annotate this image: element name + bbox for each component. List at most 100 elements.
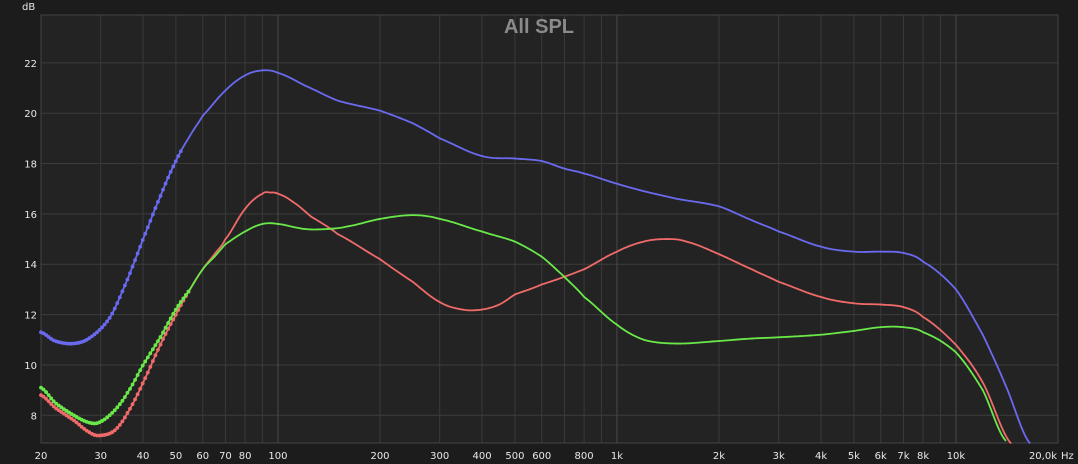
series-point — [153, 206, 158, 210]
data-point — [54, 401, 56, 404]
series-point — [123, 283, 127, 288]
x-tick-label: 20,0k — [1029, 451, 1057, 462]
series-point — [77, 422, 82, 427]
data-point — [879, 250, 882, 253]
x-tick-label: 50 — [170, 451, 183, 462]
series-point — [107, 413, 112, 418]
data-point — [853, 250, 855, 253]
data-point — [922, 316, 924, 319]
data-point — [750, 268, 753, 271]
x-tick-label: 30 — [94, 451, 107, 462]
y-tick-label: 22 — [24, 59, 37, 70]
series-point — [46, 399, 51, 404]
data-point — [922, 331, 924, 334]
series-point — [120, 398, 125, 403]
data-point — [379, 218, 381, 220]
data-point — [514, 157, 516, 160]
data-point — [72, 342, 75, 345]
y-tick-labels: 8 10 12 14 16 18 20 22 — [24, 59, 37, 422]
data-point — [853, 302, 855, 305]
y-tick-label: 12 — [24, 311, 37, 322]
data-point — [955, 351, 957, 354]
series-point — [123, 395, 127, 399]
data-point — [922, 260, 924, 263]
data-point — [820, 296, 822, 298]
series-point — [120, 289, 125, 294]
data-point — [159, 343, 162, 346]
data-point — [718, 253, 720, 256]
x-tick-label: 60 — [196, 451, 209, 462]
data-point — [336, 233, 339, 235]
data-point — [411, 280, 414, 283]
data-point — [540, 255, 543, 258]
data-point — [675, 342, 678, 345]
data-point — [540, 283, 543, 286]
data-point — [346, 225, 349, 228]
series-point — [143, 376, 148, 381]
series-point — [110, 410, 115, 415]
series-point — [130, 382, 135, 387]
data-point — [40, 331, 42, 334]
data-point — [89, 421, 92, 424]
data-point — [99, 420, 102, 423]
data-point — [540, 160, 543, 162]
x-tick-label: 8k — [917, 451, 929, 462]
series-point — [79, 424, 84, 429]
series-point — [145, 370, 150, 375]
series-point — [171, 312, 176, 316]
data-point — [269, 191, 272, 194]
series-point — [46, 393, 51, 398]
data-point — [142, 364, 144, 366]
series-point — [133, 397, 137, 402]
series-point — [143, 359, 148, 364]
data-point — [291, 200, 293, 203]
series-point — [135, 373, 140, 377]
data-point — [72, 419, 75, 422]
data-point — [126, 391, 129, 394]
data-point — [189, 288, 191, 291]
data-point — [126, 278, 129, 281]
series-point — [105, 415, 110, 420]
series-line — [40, 69, 1031, 444]
series-point — [181, 296, 186, 301]
data-point — [981, 381, 984, 384]
series-point — [161, 337, 165, 342]
series-point — [130, 402, 135, 407]
x-tick-label: 7k — [897, 451, 909, 462]
data-point — [309, 215, 312, 218]
series-point — [184, 293, 188, 297]
data-point — [563, 167, 566, 170]
data-point — [777, 336, 780, 339]
data-point — [438, 137, 441, 140]
data-point — [277, 72, 279, 74]
data-point — [379, 109, 381, 112]
series-point — [168, 316, 173, 321]
data-point — [853, 330, 855, 332]
series-point — [115, 405, 120, 410]
series-point — [112, 306, 117, 311]
data-point — [675, 197, 678, 200]
data-point — [481, 155, 483, 157]
series-point — [176, 154, 181, 158]
data-point — [665, 238, 668, 240]
data-point — [244, 74, 247, 77]
data-point — [40, 394, 42, 397]
data-point — [481, 230, 483, 233]
data-point — [261, 69, 264, 72]
series-point — [186, 289, 191, 294]
data-point — [438, 218, 441, 220]
series-point — [128, 406, 132, 411]
data-point — [303, 228, 306, 230]
series-point — [135, 251, 140, 256]
series-point — [105, 319, 110, 324]
series-point — [168, 169, 173, 174]
data-point — [642, 190, 645, 193]
x-tick-label: 4k — [815, 451, 827, 462]
data-point — [113, 429, 116, 432]
data-point — [142, 381, 144, 384]
series-point — [133, 377, 137, 382]
series-point — [120, 419, 125, 424]
data-point — [159, 336, 162, 339]
data-point — [955, 288, 957, 291]
